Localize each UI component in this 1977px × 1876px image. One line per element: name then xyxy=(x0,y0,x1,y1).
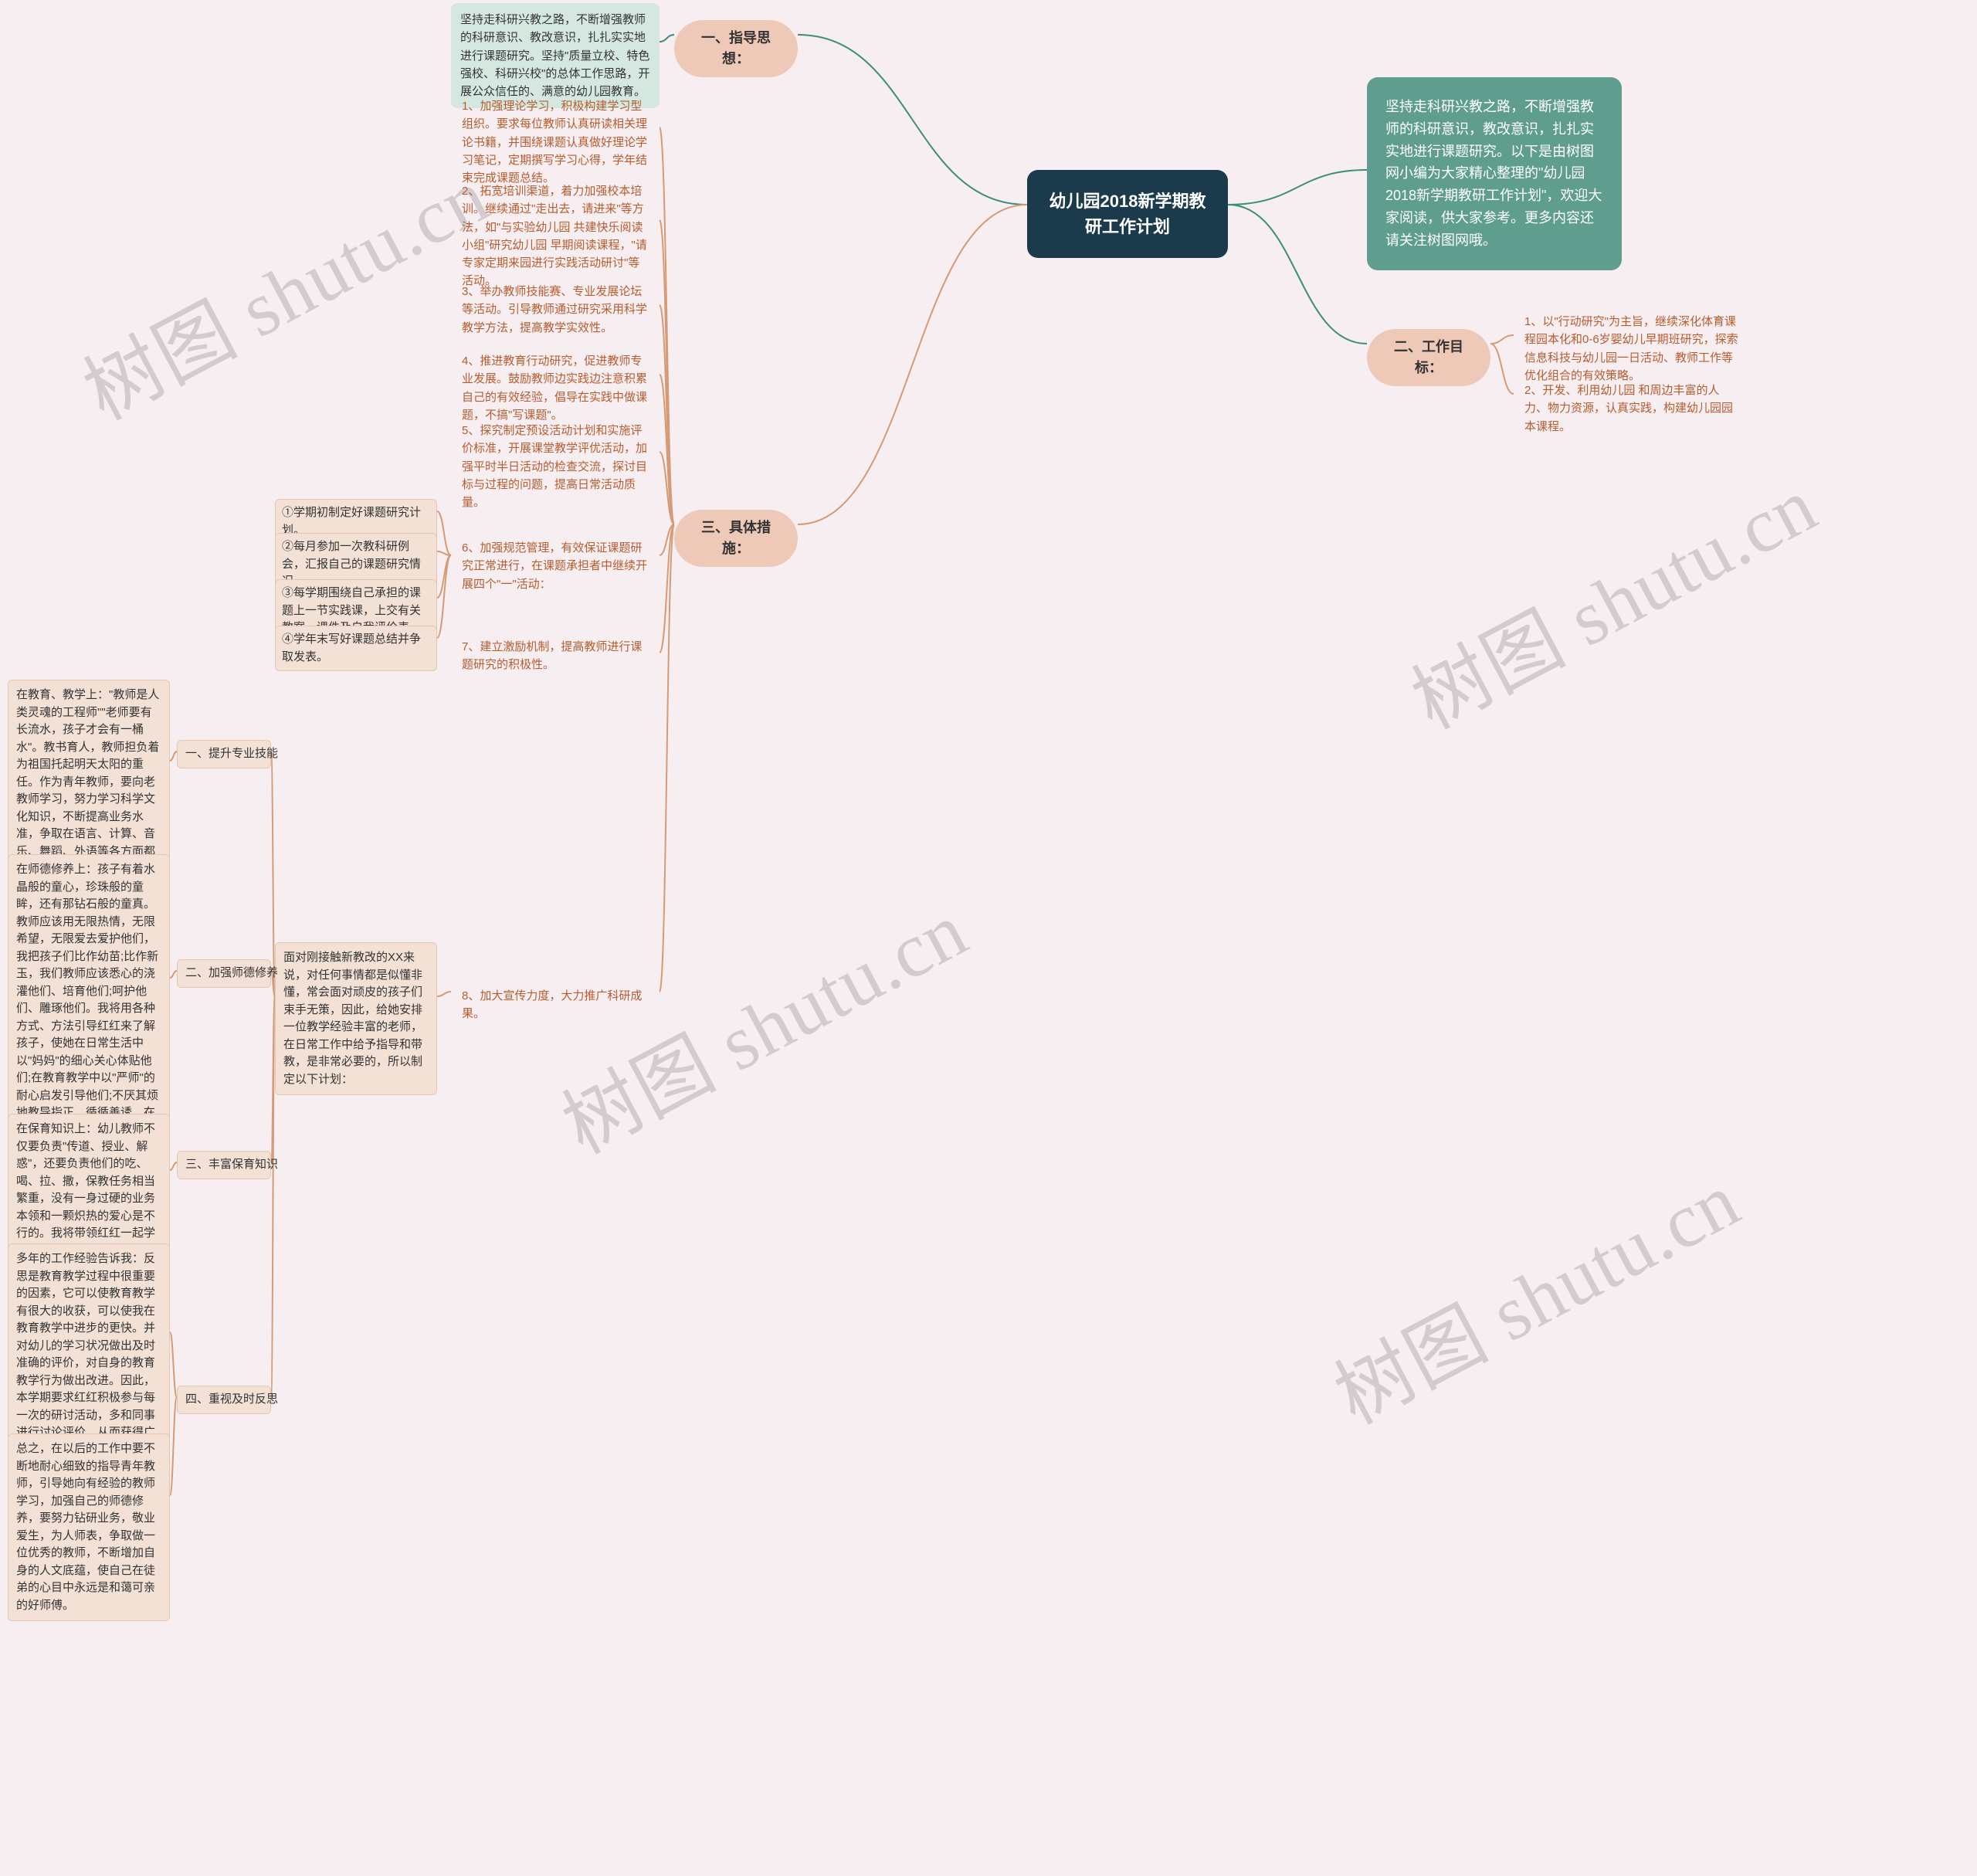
s3-m8-t2-title: 二、加强师德修养 xyxy=(177,959,271,988)
s3-m8-t1-title: 一、提升专业技能 xyxy=(177,740,271,768)
root-node: 幼儿园2018新学期教研工作计划 xyxy=(1027,170,1228,258)
s3-m7: 7、建立激励机制，提高教师进行课题研究的积极性。 xyxy=(451,630,660,682)
section-3: 三、具体措施： xyxy=(674,510,798,567)
watermark: 树图 shutu.cn xyxy=(61,134,504,441)
s3-m8: 8、加大宣传力度，大力推广科研成果。 xyxy=(451,979,660,1031)
watermark: 树图 shutu.cn xyxy=(1312,1138,1755,1445)
section-1: 一、指导思想： xyxy=(674,20,798,77)
watermark: 树图 shutu.cn xyxy=(1389,443,1832,750)
section-2: 二、工作目标： xyxy=(1367,329,1490,386)
intro-block: 坚持走科研兴教之路，不断增强教师的科研意识，教改意识，扎扎实实地进行课题研究。以… xyxy=(1367,77,1622,270)
s3-m3: 3、举办教师技能赛、专业发展论坛等活动。引导教师通过研究采用科学教学方法，提高教… xyxy=(451,275,660,344)
s3-m8-lead: 面对刚接触新教改的XX来说，对任何事情都是似懂非懂，常会面对顽皮的孩子们束手无策… xyxy=(275,942,437,1095)
s3-m6-d: ④学年末写好课题总结并争取发表。 xyxy=(275,626,437,671)
s3-m5: 5、探究制定预设活动计划和实施评价标准，开展课堂教学评优活动，加强平时半日活动的… xyxy=(451,414,660,519)
s3-m8-t4-title: 四、重视及时反思 xyxy=(177,1386,271,1414)
s2-item-2: 2、开发、利用幼儿园 和周边丰富的人力、物力资源，认真实践，构建幼儿园园本课程。 xyxy=(1514,374,1753,443)
s3-m6: 6、加强规范管理，有效保证课题研究正常进行，在课题承担者中继续开展四个"一"活动… xyxy=(451,531,660,601)
s3-m8-t4-body2: 总之，在以后的工作中要不断地耐心细致的指导青年教师，引导她向有经验的教师学习，加… xyxy=(8,1433,170,1621)
s3-m8-t3-title: 三、丰富保育知识 xyxy=(177,1151,271,1179)
